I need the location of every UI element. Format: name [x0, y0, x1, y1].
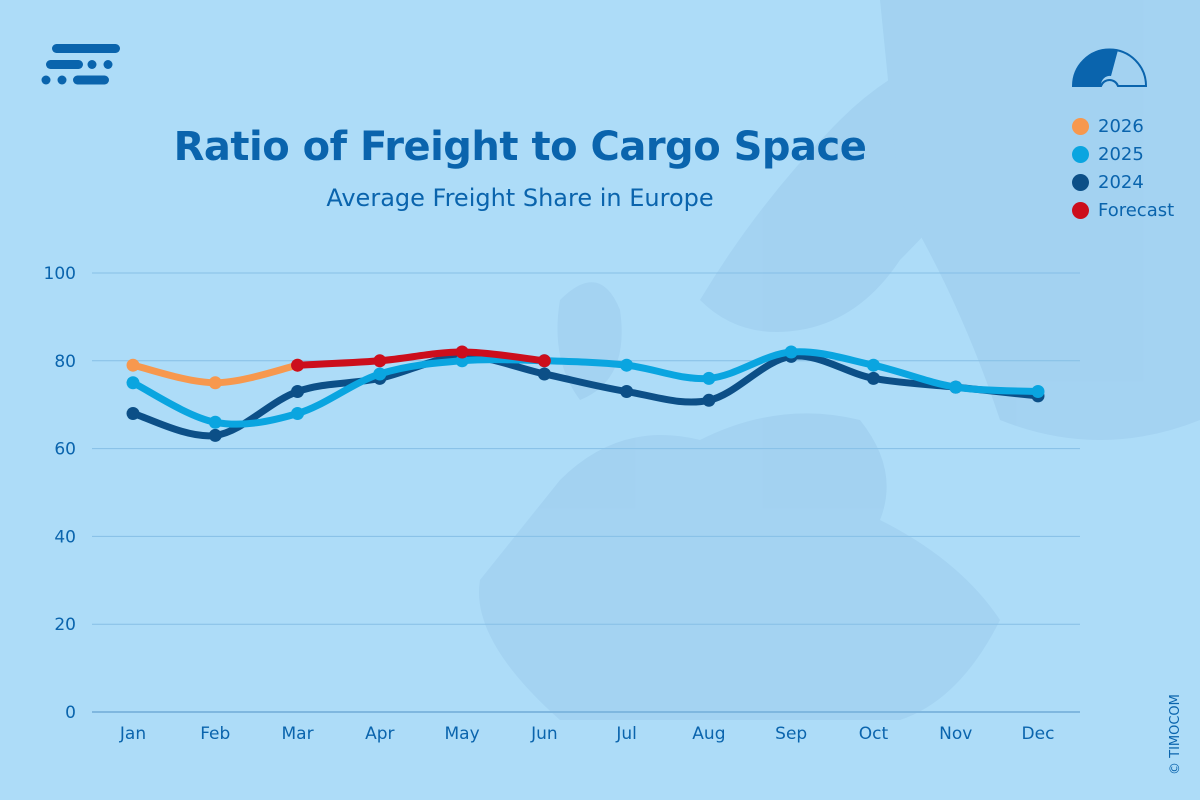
- x-tick-label: Jun: [530, 724, 558, 744]
- data-point: [620, 358, 634, 372]
- data-point: [702, 371, 716, 385]
- series-line: [129, 348, 1042, 428]
- x-tick-label: Sep: [775, 724, 807, 744]
- x-tick-label: Aug: [692, 724, 725, 744]
- y-tick-label: 80: [54, 352, 76, 372]
- x-tick-label: Mar: [282, 724, 314, 744]
- series-line: [129, 352, 1042, 440]
- legend-swatch: [1072, 117, 1089, 135]
- data-point: [866, 371, 880, 385]
- legend-swatch: [1072, 145, 1089, 163]
- data-point: [208, 376, 222, 390]
- data-point: [208, 428, 222, 442]
- y-tick-label: 40: [54, 527, 76, 547]
- legend: 2026 2025 2024 Forecast: [1072, 112, 1174, 224]
- data-point: [866, 358, 880, 372]
- legend-label: 2024: [1098, 171, 1144, 193]
- legend-label: 2025: [1098, 143, 1144, 165]
- legend-label: 2026: [1098, 115, 1144, 137]
- series-line: [294, 348, 548, 369]
- chart-subtitle: Average Freight Share in Europe: [326, 184, 714, 212]
- data-point: [126, 406, 140, 420]
- legend-item: 2024: [1072, 168, 1174, 196]
- data-point: [126, 358, 140, 372]
- x-tick-label: Nov: [939, 724, 972, 744]
- gauge-icon: [1071, 48, 1148, 87]
- series-2026: [126, 358, 305, 390]
- data-point: [949, 380, 963, 394]
- x-tick-label: Apr: [365, 724, 394, 744]
- y-tick-label: 100: [44, 264, 76, 284]
- legend-item: 2026: [1072, 112, 1174, 140]
- x-tick-label: May: [445, 724, 480, 744]
- legend-item: Forecast: [1072, 196, 1174, 224]
- data-point: [291, 406, 305, 420]
- data-point: [537, 354, 551, 368]
- data-point: [455, 345, 469, 359]
- logo: [41, 44, 120, 85]
- data-point: [373, 367, 387, 381]
- data-point: [126, 376, 140, 390]
- data-point: [291, 358, 305, 372]
- y-tick-label: 20: [54, 615, 76, 635]
- data-point: [620, 385, 634, 399]
- data-point: [291, 385, 305, 399]
- x-tick-label: Jul: [615, 724, 637, 744]
- legend-item: 2025: [1072, 140, 1174, 168]
- data-point: [373, 354, 387, 368]
- data-point: [702, 393, 716, 407]
- data-point: [537, 367, 551, 381]
- y-tick-label: 0: [65, 703, 76, 723]
- map-background: [479, 0, 1200, 720]
- chart-title: Ratio of Freight to Cargo Space: [173, 124, 867, 170]
- copyright: © TIMOCOM: [1168, 694, 1183, 775]
- legend-swatch: [1072, 173, 1089, 191]
- x-tick-label: Dec: [1022, 724, 1055, 744]
- data-point: [784, 345, 798, 359]
- x-tick-label: Oct: [859, 724, 889, 744]
- data-point: [1031, 385, 1045, 399]
- x-tick-label: Jan: [119, 724, 146, 744]
- data-point: [208, 415, 222, 429]
- y-tick-label: 60: [54, 440, 76, 460]
- legend-label: Forecast: [1098, 199, 1175, 221]
- series-forecast: [291, 345, 551, 372]
- x-tick-label: Feb: [200, 724, 230, 744]
- legend-swatch: [1072, 201, 1089, 219]
